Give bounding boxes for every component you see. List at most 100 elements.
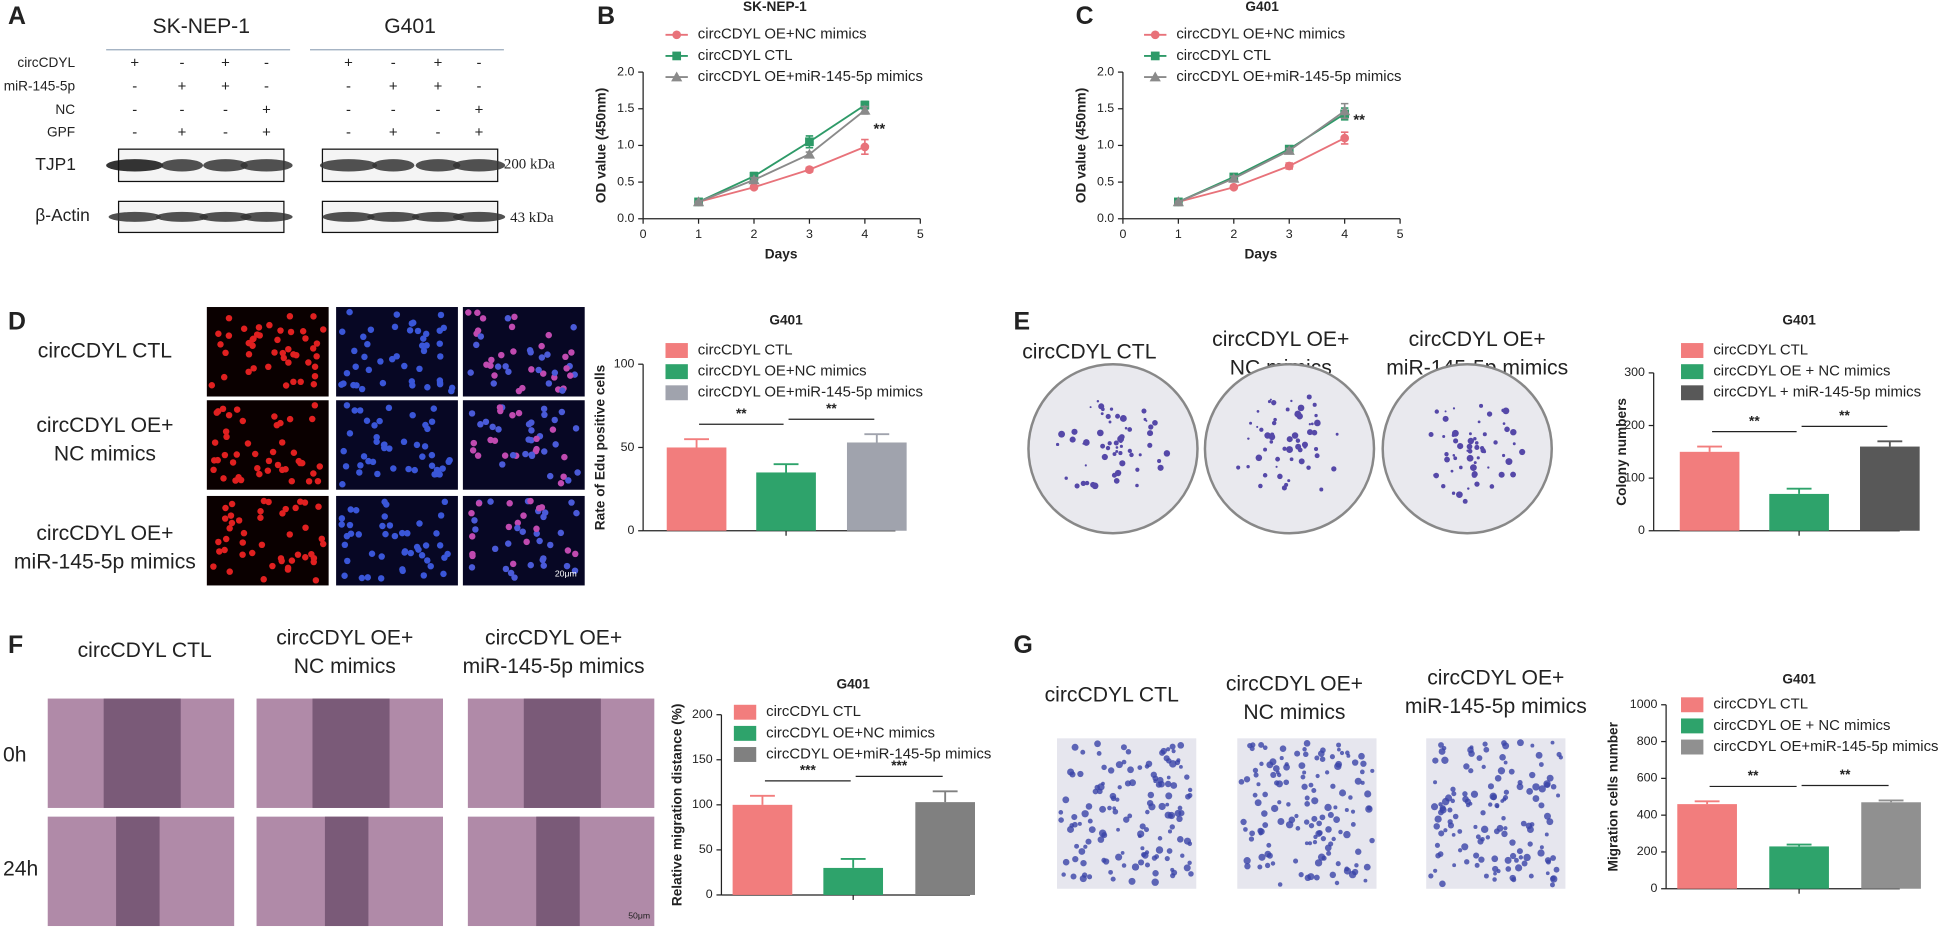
- cell: [237, 476, 245, 484]
- colony: [1479, 404, 1482, 407]
- cell: [1300, 774, 1306, 780]
- colony: [1108, 420, 1112, 424]
- colony: [1502, 453, 1506, 458]
- cell: [489, 423, 496, 431]
- colony: [1314, 413, 1318, 418]
- cell: [1520, 820, 1527, 827]
- y-tick-label: 100: [692, 797, 713, 811]
- cell: [1254, 799, 1262, 807]
- cell: [269, 562, 276, 570]
- colony: [1113, 440, 1119, 446]
- error-bar: [1878, 799, 1904, 803]
- colony: [1147, 430, 1154, 437]
- cell: [290, 378, 297, 386]
- cell: [416, 365, 423, 373]
- colony: [1247, 437, 1250, 440]
- colony: [1335, 432, 1339, 436]
- cell: [527, 497, 534, 505]
- cell: [1121, 759, 1127, 765]
- cell: [482, 418, 490, 426]
- cell: [1487, 783, 1495, 790]
- panel-letter: F: [8, 632, 23, 659]
- cell: [570, 324, 577, 331]
- cell: [378, 553, 385, 560]
- cell: [1317, 853, 1326, 861]
- band: [452, 211, 506, 222]
- cell: [1304, 801, 1310, 807]
- colony: [1473, 461, 1477, 465]
- band: [203, 159, 248, 172]
- condition-label: circCDYL CTL: [78, 639, 212, 662]
- colony: [1477, 420, 1481, 424]
- cell: [1067, 768, 1075, 776]
- cell: [502, 565, 510, 573]
- significance-label: **: [1749, 413, 1760, 428]
- colony: [1452, 407, 1456, 410]
- colony: [1147, 442, 1153, 448]
- colony: [1124, 426, 1128, 430]
- cell: [1503, 789, 1510, 795]
- cell: [1256, 782, 1261, 787]
- condition-label: circCDYL OE+: [276, 626, 413, 649]
- sign: -: [179, 55, 184, 71]
- cell: [311, 372, 319, 380]
- y-tick-label: 800: [1637, 734, 1658, 748]
- y-tick-label: 1.5: [617, 101, 634, 115]
- cell: [1116, 827, 1120, 832]
- cell: [1439, 880, 1446, 888]
- cell: [360, 333, 367, 341]
- cell: [220, 373, 228, 381]
- bar: [732, 804, 793, 895]
- cell: [279, 349, 286, 357]
- colony: [1510, 428, 1517, 436]
- condition-label: NC mimics: [294, 655, 396, 678]
- colony: [1289, 457, 1294, 462]
- cell: [1550, 783, 1557, 790]
- cell: [1165, 792, 1173, 800]
- cell: [1434, 842, 1441, 848]
- bar: [1677, 804, 1737, 889]
- point: [860, 142, 870, 152]
- point: [1172, 196, 1184, 207]
- cell: [240, 529, 248, 537]
- cell: [1277, 882, 1283, 887]
- cell: [1433, 780, 1438, 785]
- cell: [239, 539, 246, 546]
- cell: [391, 323, 399, 331]
- cell: [1311, 815, 1318, 822]
- cell: [221, 546, 228, 554]
- series-line: [1178, 137, 1346, 203]
- cell: [339, 328, 346, 335]
- cell: [1334, 762, 1342, 771]
- cell: [274, 336, 281, 344]
- colony: [1105, 413, 1111, 420]
- cell: [1266, 852, 1273, 859]
- colony: [1127, 448, 1132, 454]
- cell: [217, 341, 224, 348]
- cell: [367, 326, 375, 333]
- cell: [401, 548, 409, 555]
- cell: [558, 408, 566, 416]
- sign: -: [264, 55, 269, 71]
- cell: [404, 530, 411, 537]
- x-tick-label: 5: [1397, 227, 1404, 241]
- cell: [379, 522, 386, 530]
- sign: -: [179, 103, 184, 119]
- colony: [1498, 471, 1505, 478]
- series-line: [1177, 110, 1346, 203]
- cell: [1490, 794, 1497, 801]
- cell: [477, 421, 484, 428]
- cell: [1152, 870, 1159, 877]
- cell: [1127, 766, 1134, 774]
- cell: [416, 520, 423, 527]
- cell: [1274, 780, 1280, 786]
- significance-label: **: [1748, 768, 1759, 783]
- x-tick-label: 0: [1119, 227, 1126, 241]
- cell: [1364, 790, 1372, 798]
- cell: [505, 523, 513, 531]
- cell: [1532, 783, 1540, 791]
- chart-title: G401: [1782, 312, 1816, 327]
- cell: [539, 556, 546, 564]
- cell: [269, 448, 277, 456]
- colony: [1249, 421, 1253, 425]
